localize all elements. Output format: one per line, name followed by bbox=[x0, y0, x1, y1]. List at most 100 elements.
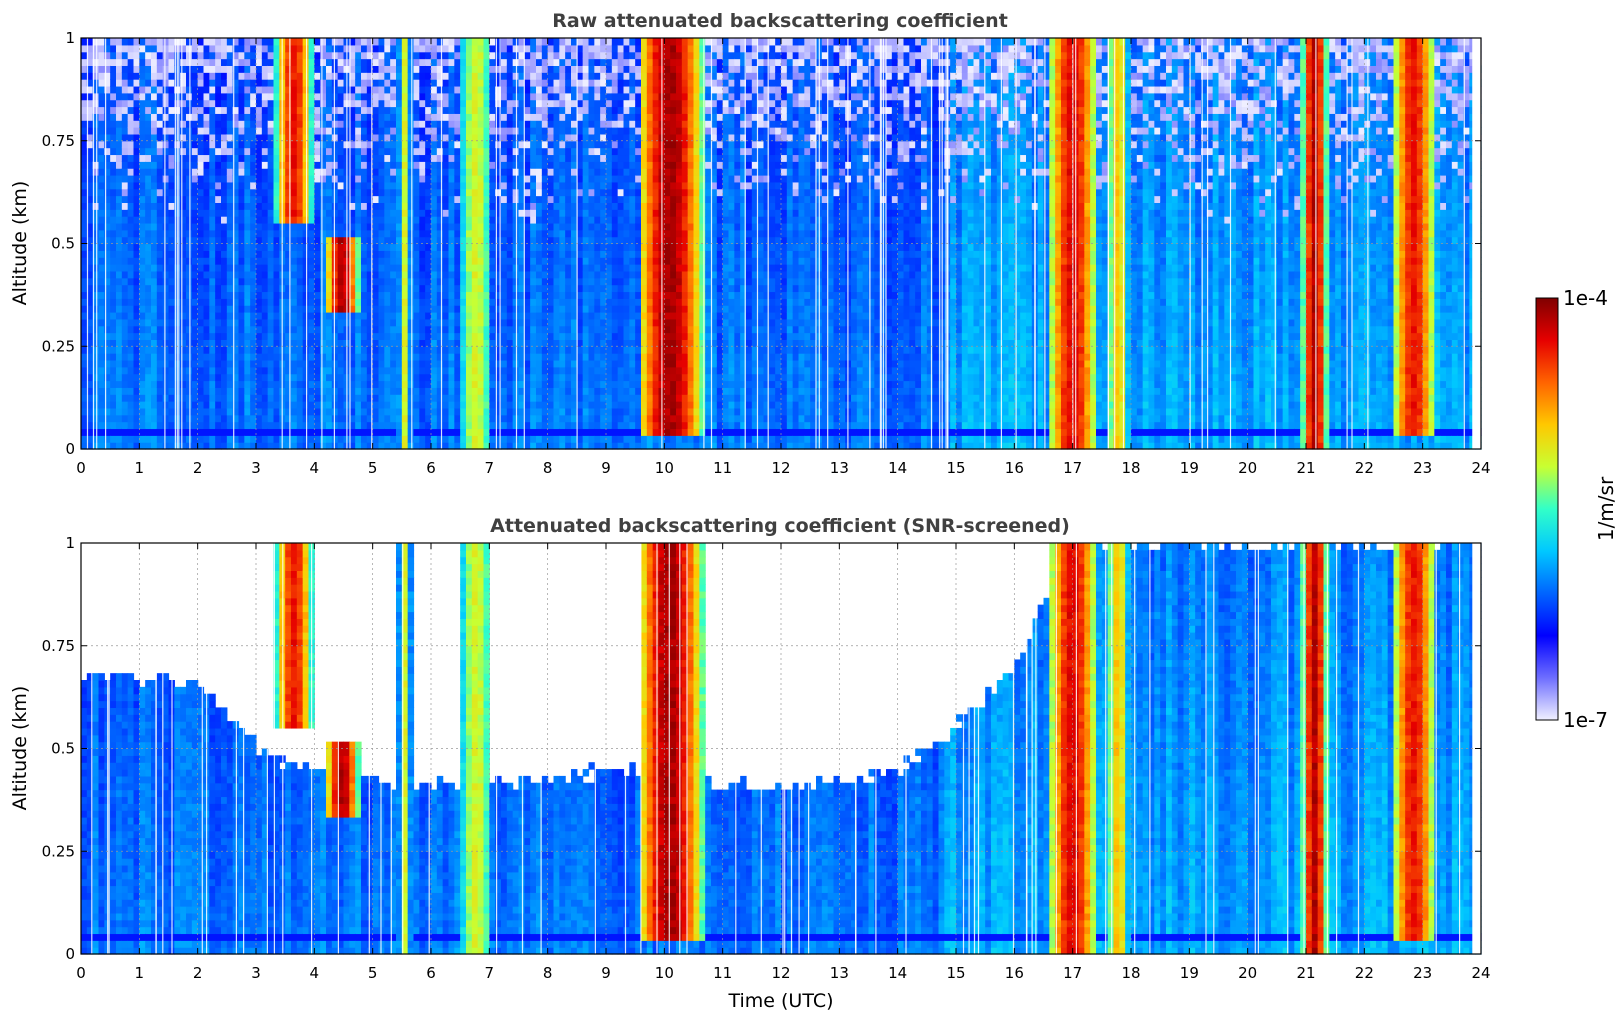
heatmap-cell bbox=[501, 277, 508, 286]
heatmap-cell bbox=[454, 394, 461, 402]
heatmap-cell bbox=[349, 85, 356, 94]
heatmap-cell bbox=[168, 168, 175, 176]
heatmap-cell bbox=[506, 339, 514, 347]
heatmap-cell bbox=[460, 380, 467, 388]
heatmap-cell bbox=[559, 79, 566, 87]
heatmap-cell bbox=[197, 236, 205, 245]
heatmap-cell bbox=[98, 359, 105, 368]
heatmap-cell bbox=[116, 236, 123, 245]
heatmap-cell bbox=[133, 414, 140, 423]
heatmap-cell bbox=[413, 99, 420, 108]
heatmap-cell bbox=[547, 161, 555, 169]
heatmap-cell bbox=[448, 373, 455, 382]
heatmap-cell bbox=[366, 79, 374, 87]
heatmap-cell bbox=[337, 79, 345, 87]
heatmap-cell bbox=[238, 58, 245, 66]
heatmap-cell bbox=[291, 277, 298, 286]
heatmap-cell bbox=[314, 65, 321, 73]
heatmap-cell bbox=[530, 332, 537, 340]
heatmap-cell bbox=[471, 346, 479, 354]
heatmap-cell bbox=[518, 284, 525, 293]
heatmap-cell bbox=[413, 120, 420, 128]
heatmap-cell bbox=[314, 161, 321, 169]
heatmap-cell bbox=[559, 133, 566, 142]
heatmap-cell bbox=[180, 332, 187, 340]
heatmap-cell bbox=[547, 44, 555, 53]
heatmap-cell bbox=[191, 332, 199, 340]
heatmap-cell bbox=[378, 428, 385, 436]
heatmap-cell bbox=[139, 133, 146, 142]
heatmap-cell bbox=[110, 325, 117, 334]
heatmap-cell bbox=[232, 202, 240, 210]
heatmap-cell bbox=[256, 298, 263, 306]
heatmap-cell bbox=[337, 58, 345, 66]
heatmap-cell bbox=[314, 236, 321, 245]
heatmap-cell bbox=[413, 236, 420, 245]
heatmap-cell bbox=[466, 401, 473, 409]
heatmap-cell bbox=[413, 85, 420, 94]
heatmap-cell bbox=[326, 359, 333, 368]
heatmap-cell bbox=[226, 106, 234, 114]
heatmap-cell bbox=[250, 353, 257, 361]
heatmap-cell bbox=[98, 38, 105, 46]
heatmap-cell bbox=[197, 65, 205, 73]
heatmap-cell bbox=[419, 72, 426, 80]
heatmap-cell bbox=[238, 366, 245, 375]
heatmap-cell bbox=[151, 277, 158, 286]
heatmap-cell bbox=[477, 407, 485, 416]
heatmap-cell bbox=[308, 353, 315, 361]
heatmap-cell bbox=[285, 106, 292, 114]
heatmap-cell bbox=[156, 140, 164, 149]
heatmap-cell bbox=[419, 264, 426, 272]
heatmap-cell bbox=[104, 216, 111, 224]
heatmap-cell bbox=[261, 229, 269, 238]
heatmap-cell bbox=[419, 298, 426, 306]
heatmap-cell bbox=[291, 305, 298, 313]
heatmap-cell bbox=[197, 133, 205, 142]
heatmap-cell bbox=[401, 72, 409, 80]
heatmap-cell bbox=[92, 305, 100, 313]
heatmap-cell bbox=[512, 216, 520, 224]
heatmap-cell bbox=[191, 51, 199, 60]
heatmap-cell bbox=[244, 195, 251, 203]
heatmap-cell bbox=[261, 414, 269, 423]
heatmap-cell bbox=[98, 99, 105, 108]
heatmap-cell bbox=[133, 188, 140, 197]
heatmap-cell bbox=[471, 435, 479, 443]
heatmap-cell bbox=[536, 387, 543, 395]
heatmap-cell bbox=[483, 99, 490, 108]
heatmap-cell bbox=[162, 58, 170, 66]
heatmap-cell bbox=[180, 202, 187, 210]
heatmap-cell bbox=[396, 428, 403, 436]
heatmap-cell bbox=[471, 44, 479, 53]
heatmap-cell bbox=[314, 202, 321, 210]
heatmap-cell bbox=[86, 407, 94, 416]
heatmap-cell bbox=[127, 284, 135, 293]
heatmap-cell bbox=[320, 318, 327, 327]
heatmap-cell bbox=[232, 414, 240, 423]
heatmap-cell bbox=[186, 394, 193, 402]
heatmap-cell bbox=[133, 65, 140, 73]
heatmap-cell bbox=[378, 401, 385, 409]
heatmap-cell bbox=[326, 113, 333, 121]
heatmap-cell bbox=[308, 229, 315, 238]
heatmap-cell bbox=[162, 140, 170, 149]
heatmap-cell bbox=[238, 428, 245, 436]
heatmap-cell bbox=[483, 284, 490, 293]
heatmap-cell bbox=[314, 79, 321, 87]
heatmap-cell bbox=[553, 332, 560, 340]
heatmap-cell bbox=[203, 202, 210, 210]
heatmap-cell bbox=[291, 250, 298, 258]
heatmap-cell bbox=[419, 346, 426, 354]
heatmap-cell bbox=[203, 58, 210, 66]
heatmap-cell bbox=[86, 133, 94, 142]
heatmap-cell bbox=[139, 442, 146, 450]
heatmap-cell bbox=[267, 99, 275, 108]
heatmap-cell bbox=[92, 312, 100, 320]
heatmap-cell bbox=[273, 387, 280, 395]
heatmap-cell bbox=[384, 380, 391, 388]
heatmap-cell bbox=[92, 58, 100, 66]
heatmap-cell bbox=[512, 394, 520, 402]
heatmap-cell bbox=[489, 312, 496, 320]
heatmap-cell bbox=[221, 332, 228, 340]
